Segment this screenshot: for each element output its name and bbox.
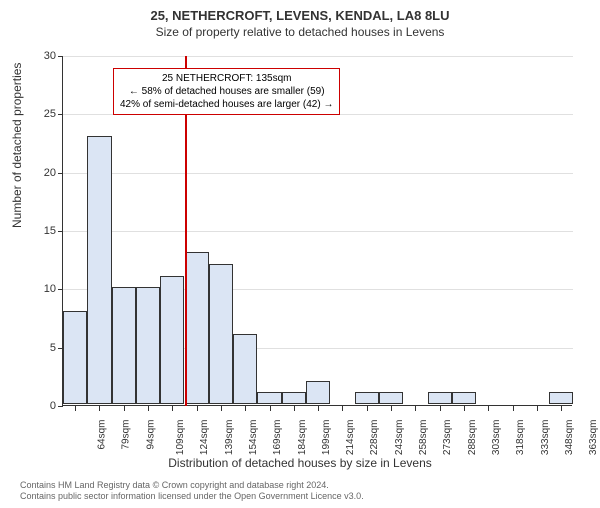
- histogram-bar: [282, 392, 306, 404]
- annotation-line: 42% of semi-detached houses are larger (…: [120, 98, 333, 111]
- xtick-mark: [464, 406, 465, 411]
- chart-area: 05101520253064sqm79sqm94sqm109sqm124sqm1…: [62, 56, 572, 406]
- ytick-label: 30: [26, 50, 56, 62]
- chart-title-main: 25, NETHERCROFT, LEVENS, KENDAL, LA8 8LU: [0, 8, 600, 23]
- xtick-mark: [294, 406, 295, 411]
- xtick-mark: [367, 406, 368, 411]
- histogram-bar: [160, 276, 184, 404]
- xtick-label: 64sqm: [97, 420, 108, 450]
- chart-title-sub: Size of property relative to detached ho…: [0, 25, 600, 39]
- ytick-label: 10: [26, 283, 56, 295]
- histogram-bar: [306, 381, 330, 404]
- xtick-mark: [513, 406, 514, 411]
- ytick-mark: [58, 406, 63, 407]
- footer-attribution: Contains HM Land Registry data © Crown c…: [20, 480, 364, 503]
- histogram-bar: [63, 311, 87, 404]
- histogram-bar: [112, 287, 136, 404]
- xtick-mark: [318, 406, 319, 411]
- histogram-bar: [257, 392, 281, 404]
- histogram-bar: [355, 392, 379, 404]
- xtick-label: 79sqm: [121, 420, 132, 450]
- ytick-mark: [58, 56, 63, 57]
- y-axis-label: Number of detached properties: [10, 63, 24, 228]
- xtick-mark: [221, 406, 222, 411]
- ytick-label: 5: [26, 342, 56, 354]
- xtick-label: 258sqm: [418, 420, 429, 456]
- histogram-bar: [233, 334, 257, 404]
- xtick-mark: [440, 406, 441, 411]
- xtick-label: 94sqm: [145, 420, 156, 450]
- xtick-mark: [197, 406, 198, 411]
- xtick-mark: [99, 406, 100, 411]
- histogram-bar: [136, 287, 160, 404]
- annotation-line: ← 58% of detached houses are smaller (59…: [120, 85, 333, 98]
- xtick-mark: [148, 406, 149, 411]
- ytick-mark: [58, 114, 63, 115]
- ytick-label: 20: [26, 167, 56, 179]
- ytick-mark: [58, 173, 63, 174]
- xtick-label: 199sqm: [321, 420, 332, 456]
- xtick-mark: [537, 406, 538, 411]
- plot-region: 05101520253064sqm79sqm94sqm109sqm124sqm1…: [62, 56, 572, 406]
- histogram-bar: [379, 392, 403, 404]
- xtick-mark: [342, 406, 343, 411]
- histogram-bar: [549, 392, 573, 404]
- xtick-mark: [270, 406, 271, 411]
- ytick-mark: [58, 231, 63, 232]
- xtick-label: 124sqm: [199, 420, 210, 456]
- footer-line-2: Contains public sector information licen…: [20, 491, 364, 502]
- xtick-label: 333sqm: [540, 420, 551, 456]
- histogram-bar: [452, 392, 476, 404]
- histogram-bar: [209, 264, 233, 404]
- gridline-h: [63, 173, 573, 174]
- ytick-mark: [58, 289, 63, 290]
- xtick-label: 303sqm: [491, 420, 502, 456]
- histogram-bar: [185, 252, 209, 404]
- annotation-line: 25 NETHERCROFT: 135sqm: [120, 72, 333, 85]
- xtick-mark: [488, 406, 489, 411]
- xtick-label: 273sqm: [442, 420, 453, 456]
- xtick-label: 243sqm: [394, 420, 405, 456]
- xtick-label: 169sqm: [272, 420, 283, 456]
- xtick-mark: [172, 406, 173, 411]
- ytick-label: 0: [26, 400, 56, 412]
- xtick-label: 228sqm: [370, 420, 381, 456]
- xtick-mark: [75, 406, 76, 411]
- xtick-label: 139sqm: [224, 420, 235, 456]
- footer-line-1: Contains HM Land Registry data © Crown c…: [20, 480, 364, 491]
- xtick-mark: [391, 406, 392, 411]
- xtick-label: 363sqm: [588, 420, 599, 456]
- xtick-mark: [124, 406, 125, 411]
- xtick-label: 184sqm: [297, 420, 308, 456]
- ytick-label: 15: [26, 225, 56, 237]
- ytick-label: 25: [26, 108, 56, 120]
- xtick-label: 348sqm: [564, 420, 575, 456]
- xtick-label: 318sqm: [515, 420, 526, 456]
- x-axis-label: Distribution of detached houses by size …: [0, 456, 600, 470]
- gridline-h: [63, 56, 573, 57]
- xtick-mark: [561, 406, 562, 411]
- xtick-label: 214sqm: [345, 420, 356, 456]
- histogram-bar: [87, 136, 111, 404]
- xtick-label: 154sqm: [248, 420, 259, 456]
- gridline-h: [63, 231, 573, 232]
- annotation-box: 25 NETHERCROFT: 135sqm← 58% of detached …: [113, 68, 340, 115]
- xtick-label: 109sqm: [175, 420, 186, 456]
- histogram-bar: [428, 392, 452, 404]
- xtick-label: 288sqm: [467, 420, 478, 456]
- xtick-mark: [245, 406, 246, 411]
- xtick-mark: [415, 406, 416, 411]
